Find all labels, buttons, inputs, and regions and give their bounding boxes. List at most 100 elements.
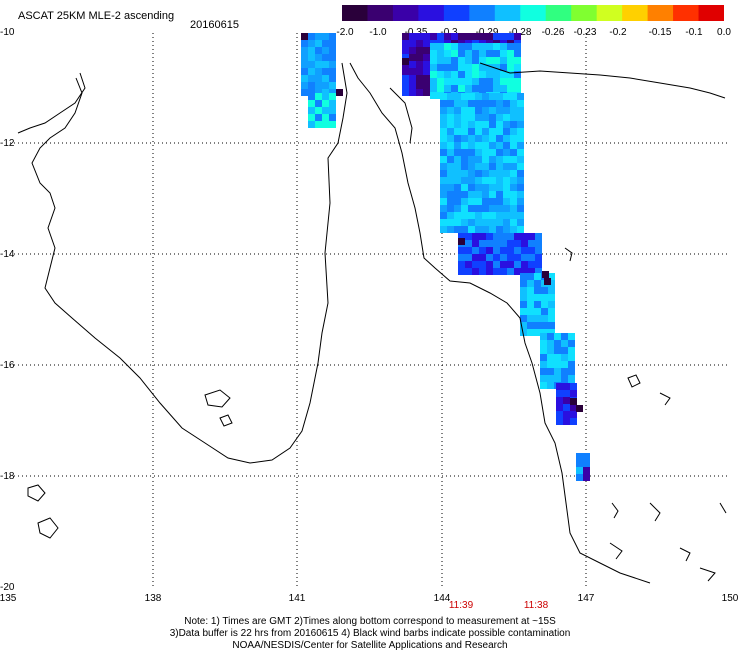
swath-cell — [322, 61, 329, 68]
footnote-line: 3)Data buffer is 22 hrs from 20160615 4)… — [169, 628, 571, 639]
swath-cell — [570, 383, 577, 390]
swath-cell — [521, 261, 528, 268]
swath-cell — [517, 135, 524, 142]
swath-cell — [568, 347, 575, 354]
swath-cell — [458, 268, 465, 275]
swath-cell — [542, 271, 549, 278]
swath-cell — [461, 191, 468, 198]
swath-cell — [576, 467, 583, 474]
swath-cell — [468, 128, 475, 135]
swath-cell — [447, 177, 454, 184]
swath-cell — [437, 85, 444, 92]
swath-cell — [534, 315, 541, 322]
swath-cell — [461, 142, 468, 149]
swath-cell — [329, 54, 336, 61]
swath-cell — [540, 354, 547, 361]
swath-cell — [447, 191, 454, 198]
swath-cell — [454, 212, 461, 219]
swath-cell — [440, 100, 447, 107]
swath-cell — [527, 315, 534, 322]
swath-cell — [472, 33, 479, 40]
swath-cell — [402, 47, 409, 54]
swath-cell — [454, 205, 461, 212]
swath-cell — [444, 50, 451, 57]
graticule — [10, 33, 730, 588]
swath-cell — [329, 114, 336, 121]
swath-cell — [561, 375, 568, 382]
swath-cell — [308, 121, 315, 128]
swath-cell — [510, 212, 517, 219]
swath-cell — [517, 219, 524, 226]
swath-cell — [465, 43, 472, 50]
swath-cell — [468, 114, 475, 121]
swath-cell — [440, 156, 447, 163]
map-plot[interactable] — [10, 33, 730, 588]
swath-cell — [563, 404, 570, 411]
swath-cell — [496, 156, 503, 163]
swath-cell — [301, 82, 308, 89]
swath-cell — [468, 219, 475, 226]
swath-cell — [510, 93, 517, 100]
swath-cell — [534, 287, 541, 294]
swath-cell — [482, 184, 489, 191]
swath-cell — [482, 156, 489, 163]
swath-cell — [329, 82, 336, 89]
swath-cell — [496, 184, 503, 191]
swath-cell — [322, 100, 329, 107]
swath-cell — [430, 64, 437, 71]
swath-cell — [336, 89, 343, 96]
swath-cell — [503, 198, 510, 205]
swath-cell — [568, 354, 575, 361]
coastline — [17, 62, 727, 584]
swath-cell — [461, 107, 468, 114]
swath-cell — [493, 78, 500, 85]
swath-cell — [416, 61, 423, 68]
swath-cell — [540, 333, 547, 340]
swath-cell — [465, 78, 472, 85]
swath-cell — [451, 78, 458, 85]
swath-cell — [475, 93, 482, 100]
swath-cell — [322, 75, 329, 82]
swath-cell — [489, 170, 496, 177]
swath-cell — [535, 261, 542, 268]
swath-cell — [503, 163, 510, 170]
swath-cell — [500, 33, 507, 40]
swath-cell — [507, 240, 514, 247]
time-label-2: 11:38 — [523, 600, 549, 611]
swath-cell — [520, 308, 527, 315]
swath-cell — [458, 238, 465, 245]
swath-cell — [329, 61, 336, 68]
swath-cell — [520, 280, 527, 287]
swath-cell — [496, 212, 503, 219]
swath-cell — [528, 240, 535, 247]
swath-cell — [461, 149, 468, 156]
latitude-label: -10 — [0, 27, 15, 38]
swath-cell — [489, 100, 496, 107]
swath-cell — [489, 142, 496, 149]
swath-cell — [534, 308, 541, 315]
swath-cell — [440, 212, 447, 219]
colorbar-swatch — [647, 5, 674, 21]
swath-cell — [308, 61, 315, 68]
swath-cell — [475, 177, 482, 184]
colorbar-swatch — [545, 5, 572, 21]
swath-cell — [556, 418, 563, 425]
swath-cell — [482, 107, 489, 114]
swath-cell — [517, 142, 524, 149]
swath-cell — [479, 43, 486, 50]
swath-cell — [454, 226, 461, 233]
swath-cell — [547, 375, 554, 382]
swath-cell — [447, 100, 454, 107]
swath-cell — [315, 68, 322, 75]
swath-cell — [528, 254, 535, 261]
swath-cell — [527, 301, 534, 308]
swath-cell — [402, 33, 409, 40]
swath-cell — [489, 177, 496, 184]
swath-cell — [315, 100, 322, 107]
swath-cell — [507, 64, 514, 71]
swath-cell — [570, 390, 577, 397]
swath-cell — [568, 375, 575, 382]
swath-cell — [517, 170, 524, 177]
swath-cell — [451, 71, 458, 78]
swath-cell — [465, 71, 472, 78]
